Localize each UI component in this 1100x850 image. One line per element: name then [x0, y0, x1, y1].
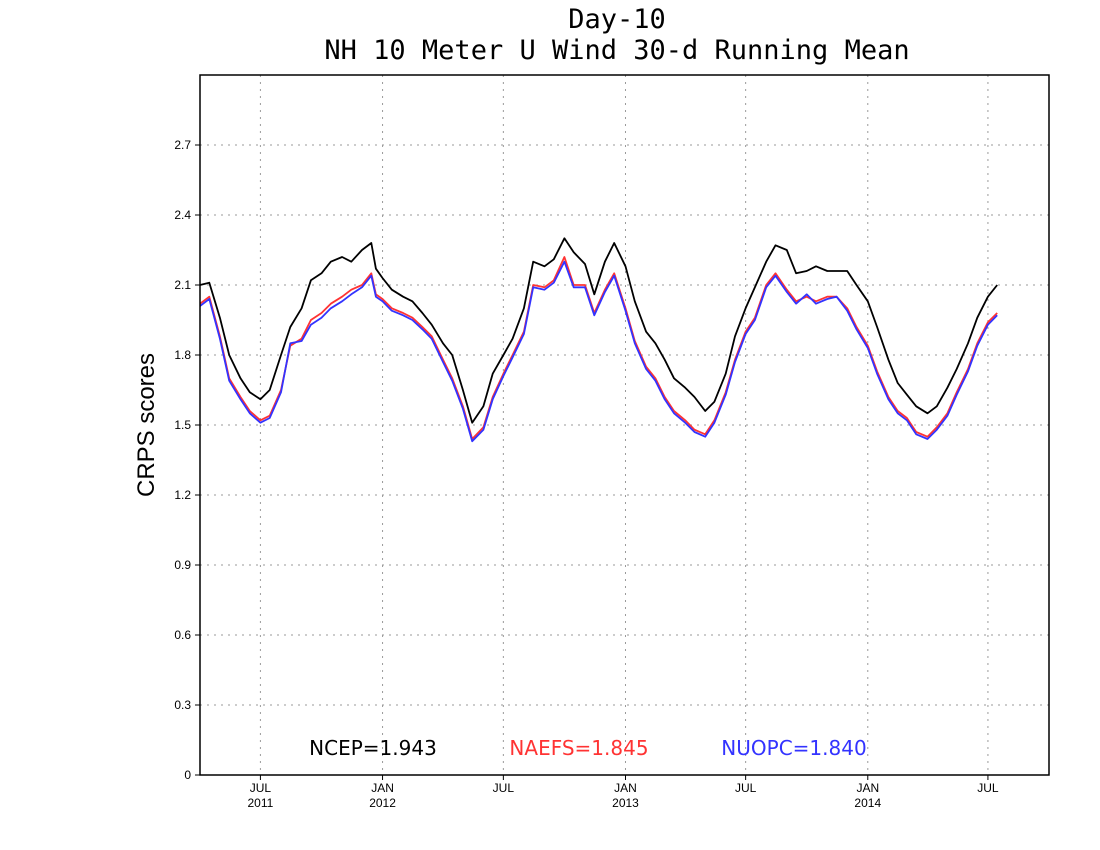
- series-line-nuopc: [199, 260, 998, 443]
- y-tick-label: 2.1: [174, 278, 191, 292]
- plot-frame: [199, 74, 1050, 776]
- y-tick-label: 1.8: [174, 348, 191, 362]
- x-tick-label: JAN: [614, 781, 637, 795]
- y-tick-label: 1.2: [174, 488, 191, 502]
- legend-entry-nuopc: NUOPC=1.840: [721, 736, 866, 760]
- y-axis-label: CRPS scores: [133, 353, 160, 497]
- x-tick-label: JAN: [856, 781, 879, 795]
- legend: NCEP=1.943 NAEFS=1.845 NUOPC=1.840: [309, 736, 867, 760]
- chart-subtitle: NH 10 Meter U Wind 30-d Running Mean: [324, 35, 909, 66]
- y-tick-label: 0.9: [174, 558, 191, 572]
- series-line-naefs: [199, 256, 998, 440]
- y-tick-label: 1.5: [174, 418, 191, 432]
- chart-title: Day-10: [568, 4, 666, 35]
- legend-entry-naefs: NAEFS=1.845: [509, 736, 648, 760]
- x-tick-label: JUL: [493, 781, 515, 795]
- y-tick-label: 0: [184, 768, 191, 782]
- series-line-ncep: [199, 237, 998, 424]
- x-tick-year-label: 2012: [369, 796, 396, 810]
- y-tick-label: 2.7: [174, 138, 191, 152]
- series-lines: [199, 237, 998, 443]
- legend-entry-ncep: NCEP=1.943: [309, 736, 437, 760]
- y-tick-label: 2.4: [174, 208, 191, 222]
- x-tick-label: JUL: [735, 781, 757, 795]
- y-tick-label: 0.3: [174, 698, 191, 712]
- x-tick-year-label: 2011: [247, 796, 273, 810]
- x-tick-year-label: 2014: [854, 796, 881, 810]
- y-axis-ticks: 0 0.3 0.6 0.9 1.2 1.5 1.8 2.1 2.4 2.7: [174, 138, 200, 782]
- x-tick-label: JAN: [371, 781, 394, 795]
- y-tick-label: 0.6: [174, 628, 191, 642]
- grid-lines: [200, 75, 1049, 775]
- x-tick-year-label: 2013: [612, 796, 639, 810]
- x-tick-label: JUL: [250, 781, 272, 795]
- x-tick-label: JUL: [977, 781, 999, 795]
